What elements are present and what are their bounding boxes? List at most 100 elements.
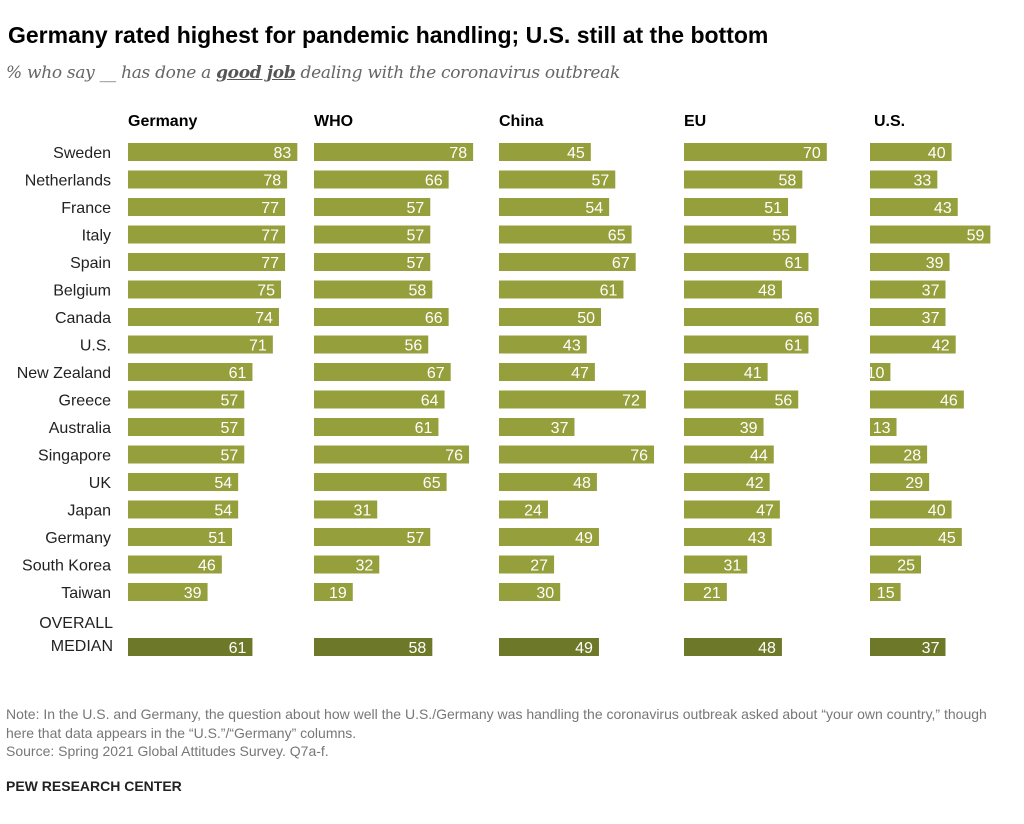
data-bar <box>314 528 431 546</box>
data-value: 55 <box>772 228 790 245</box>
data-bar <box>128 198 286 216</box>
data-value: 76 <box>445 448 463 465</box>
data-bar <box>314 143 474 161</box>
data-bar <box>684 555 748 574</box>
subtitle-emphasis: good job <box>216 63 296 83</box>
data-value: 47 <box>756 503 774 520</box>
data-value: 24 <box>524 503 542 520</box>
data-bar <box>499 473 597 491</box>
data-bar <box>128 225 286 244</box>
data-bar <box>499 253 636 271</box>
data-bar <box>128 335 273 354</box>
series-header: EU <box>684 113 706 130</box>
data-bar <box>499 308 601 326</box>
median-bar <box>499 638 599 656</box>
data-value: 48 <box>758 283 776 300</box>
series-header: U.S. <box>874 113 905 130</box>
data-bar <box>870 198 958 216</box>
subtitle-text: % who say __ has done a <box>6 63 217 83</box>
data-bar <box>684 418 764 436</box>
data-bar <box>870 253 950 271</box>
category-label: Netherlands <box>25 173 111 190</box>
category-label: Spain <box>70 255 111 272</box>
data-value: 51 <box>764 200 782 217</box>
data-value: 78 <box>449 145 467 162</box>
data-bar <box>314 555 380 574</box>
data-bar <box>128 143 298 161</box>
data-value: 29 <box>905 475 923 492</box>
data-bar <box>314 225 431 244</box>
subtitle-text-end: dealing with the coronavirus outbreak <box>295 63 621 83</box>
data-value: 61 <box>600 283 618 300</box>
data-value: 58 <box>779 173 797 190</box>
data-bar <box>128 363 253 381</box>
data-value: 54 <box>214 503 232 520</box>
data-bar <box>499 143 591 161</box>
data-bar <box>314 445 470 464</box>
median-value: 37 <box>922 640 940 657</box>
data-bar <box>870 473 930 491</box>
data-value: 57 <box>220 420 238 437</box>
data-value: 39 <box>740 420 758 437</box>
data-bar <box>870 418 897 436</box>
data-value: 77 <box>261 255 279 272</box>
data-value: 33 <box>914 173 932 190</box>
median-bar <box>314 638 433 656</box>
data-bar <box>870 225 991 244</box>
data-bar <box>499 528 599 546</box>
median-value: 49 <box>575 640 593 657</box>
source: Source: Spring 2021 Global Attitudes Sur… <box>6 743 329 759</box>
category-label: UK <box>89 475 112 492</box>
data-value: 15 <box>877 585 895 602</box>
data-bar <box>684 170 803 189</box>
data-bar <box>870 583 901 601</box>
data-bar <box>684 500 780 519</box>
data-value: 45 <box>938 530 956 547</box>
data-value: 37 <box>922 310 940 327</box>
data-value: 43 <box>748 530 766 547</box>
data-bar <box>870 280 946 299</box>
data-bar <box>684 253 809 271</box>
data-bar <box>684 335 809 354</box>
data-bar <box>314 253 431 271</box>
median-label: OVERALL <box>39 615 113 632</box>
data-value: 46 <box>198 558 216 575</box>
data-value: 57 <box>220 393 238 410</box>
data-value: 74 <box>255 310 273 327</box>
category-label: New Zealand <box>17 365 111 382</box>
data-bar <box>499 500 548 519</box>
series-header: Germany <box>128 113 197 130</box>
data-bar <box>684 198 789 216</box>
data-bar <box>499 335 587 354</box>
data-value: 70 <box>803 145 821 162</box>
data-bar <box>684 143 827 161</box>
category-label: Belgium <box>53 283 111 300</box>
data-bar <box>870 308 946 326</box>
data-value: 61 <box>229 365 247 382</box>
data-value: 65 <box>423 475 441 492</box>
data-bar <box>499 198 610 216</box>
data-value: 21 <box>703 585 721 602</box>
note: Note: In the U.S. and Germany, the quest… <box>6 706 987 741</box>
data-value: 28 <box>903 448 921 465</box>
data-bar <box>499 280 624 299</box>
data-value: 39 <box>926 255 944 272</box>
data-bar <box>314 308 449 326</box>
data-bar <box>684 363 768 381</box>
data-value: 31 <box>723 558 741 575</box>
data-value: 77 <box>261 228 279 245</box>
data-bar <box>684 308 819 326</box>
data-bar <box>870 390 964 409</box>
data-value: 41 <box>744 365 762 382</box>
data-bar <box>128 418 245 436</box>
data-value: 54 <box>214 475 232 492</box>
data-bar <box>499 225 632 244</box>
data-value: 77 <box>261 200 279 217</box>
data-bar <box>128 170 288 189</box>
data-bar <box>870 500 952 519</box>
median-value: 61 <box>229 640 247 657</box>
data-value: 57 <box>220 448 238 465</box>
data-value: 57 <box>591 173 609 190</box>
data-bar <box>684 528 772 546</box>
data-value: 43 <box>934 200 952 217</box>
